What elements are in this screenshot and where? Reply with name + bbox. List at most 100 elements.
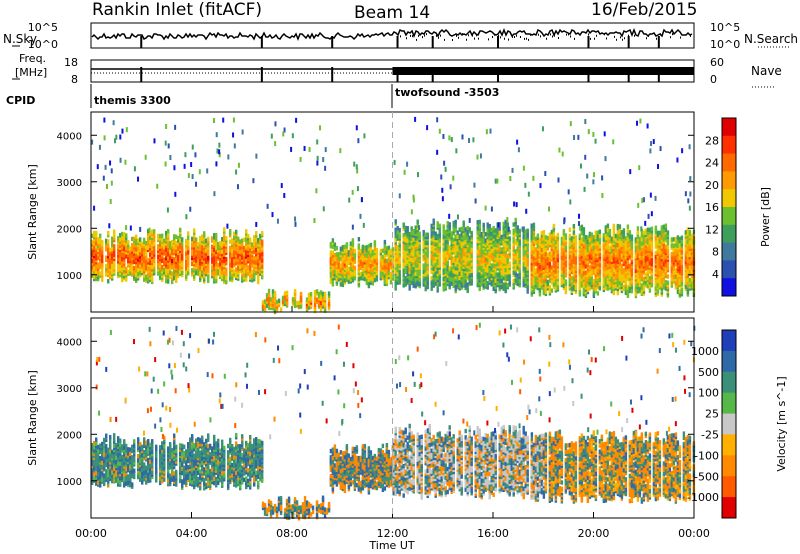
heatmap-cell [135, 266, 138, 271]
heatmap-cell [498, 259, 501, 265]
heatmap-cell [153, 258, 156, 263]
heatmap-cell [458, 258, 461, 264]
heatmap-cell [506, 222, 509, 227]
heatmap-cell [408, 231, 411, 237]
heatmap-cell [195, 243, 198, 249]
heatmap-cell [498, 268, 501, 273]
heatmap-cell [157, 233, 160, 239]
heatmap-cell [418, 250, 421, 255]
heatmap-cell [193, 274, 196, 279]
heatmap-cell [536, 266, 540, 272]
heatmap-cell [143, 277, 146, 282]
heatmap-cell [488, 223, 491, 229]
heatmap-cell [237, 249, 240, 254]
heatmap-cell [365, 245, 369, 250]
heatmap-cell [556, 241, 560, 246]
heatmap-cell [245, 277, 248, 282]
heatmap-cell [179, 269, 182, 274]
heatmap-cell [271, 289, 275, 294]
heatmap-cell [554, 256, 558, 262]
heatmap-cell [91, 239, 94, 245]
heatmap-cell [468, 235, 471, 240]
heatmap-cell [333, 257, 337, 262]
heatmap-cell [313, 290, 317, 295]
heatmap-cell [402, 232, 405, 238]
heatmap-cell [187, 260, 190, 266]
heatmap-cell [630, 234, 634, 239]
heatmap-cell [127, 256, 130, 262]
heatmap-cell [538, 241, 542, 247]
heatmap-cell [363, 245, 367, 250]
heatmap-cell [530, 227, 533, 233]
heatmap-cell [480, 278, 483, 283]
heatmap-cell [151, 258, 154, 264]
heatmap-cell [404, 238, 407, 243]
heatmap-cell [642, 287, 646, 292]
heatmap-cell [488, 267, 491, 273]
heatmap-cell [494, 253, 497, 258]
heatmap-cell [149, 239, 152, 245]
heatmap-cell [436, 275, 439, 281]
heatmap-cell [548, 261, 552, 267]
heatmap-cell [229, 239, 232, 244]
heatmap-cell [416, 257, 419, 262]
heatmap-cell [199, 265, 202, 270]
noise-sky-line [91, 27, 693, 42]
heatmap-cell [327, 301, 331, 307]
heatmap-cell [504, 230, 507, 235]
heatmap-cell [357, 257, 361, 263]
heatmap-cell [133, 266, 136, 271]
heatmap-cell [371, 260, 375, 265]
heatmap-cell [231, 257, 234, 262]
heatmap-cell [540, 247, 544, 253]
heatmap-cell [99, 252, 102, 257]
heatmap-cell [426, 240, 429, 246]
heatmap-cell [387, 249, 391, 255]
heatmap-cell [552, 274, 556, 279]
heatmap-cell [560, 249, 564, 254]
heatmap-cell [422, 263, 425, 268]
heatmap-cell [556, 249, 560, 254]
heatmap-cell [454, 251, 457, 256]
heatmap-cell [153, 233, 156, 238]
heatmap-cell [544, 268, 548, 274]
heatmap-cell [568, 240, 572, 245]
heatmap-cell [385, 271, 389, 276]
heatmap-cell [570, 255, 574, 260]
heatmap-cell [418, 244, 421, 249]
heatmap-cell [534, 236, 538, 242]
heatmap-cell [508, 273, 511, 279]
heatmap-cell [572, 238, 576, 244]
heatmap-cell [548, 284, 552, 290]
heatmap-cell [514, 259, 517, 265]
heatmap-cell [223, 227, 226, 232]
heatmap-cell [349, 241, 353, 246]
heatmap-cell [542, 288, 546, 293]
heatmap-cell [239, 245, 242, 251]
noise-left-label: N.Sky [3, 32, 37, 46]
heatmap-cell [444, 242, 447, 247]
heatmap-cell [387, 266, 391, 271]
heatmap-cell [554, 265, 558, 270]
heatmap-cell [247, 271, 250, 276]
heatmap-cell [101, 239, 104, 245]
power-heatmap [91, 116, 696, 315]
heatmap-cell [99, 260, 102, 266]
heatmap-cell [97, 237, 100, 242]
heatmap-cell [127, 269, 130, 274]
heatmap-cell [404, 261, 407, 266]
heatmap-cell [406, 267, 409, 273]
heatmap-cell [295, 301, 299, 306]
heatmap-cell [414, 225, 417, 230]
heatmap-cell [464, 260, 467, 266]
heatmap-cell [99, 239, 102, 245]
heatmap-cell [323, 291, 327, 297]
heatmap-cell [486, 249, 489, 255]
heatmap-cell [107, 279, 110, 284]
heatmap-cell [494, 234, 497, 239]
heatmap-cell [562, 273, 566, 278]
heatmap-cell [446, 256, 449, 262]
heatmap-cell [285, 294, 289, 300]
heatmap-cell [195, 237, 198, 242]
